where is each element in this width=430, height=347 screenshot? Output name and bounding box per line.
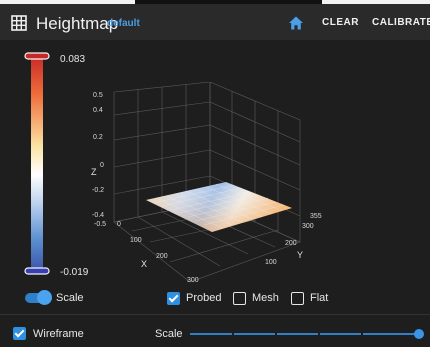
z-tick: -0.2 [92, 187, 104, 194]
colorbar-min-handle[interactable] [24, 267, 50, 275]
z-tick: -0.5 [94, 221, 106, 228]
scale-toggle-label: Scale [56, 292, 84, 304]
heightmap-3d-plot[interactable]: 0.5 0.4 0.2 0 -0.2 -0.4 -0.5 Z 0 100 200… [80, 82, 330, 292]
y-tick: 300 [302, 223, 314, 230]
y-axis-ticks: 355 300 200 100 [265, 213, 322, 266]
plot-grid [113, 82, 301, 283]
mesh-checkbox[interactable] [233, 292, 246, 305]
slider-tick [318, 332, 320, 336]
top-strip [0, 0, 430, 4]
profile-name[interactable]: default [107, 18, 140, 29]
wireframe-checkbox[interactable] [13, 327, 26, 340]
slider-tick [232, 332, 234, 336]
view-controls: Scale Probed Mesh Flat [0, 286, 430, 310]
x-tick: 300 [187, 277, 199, 284]
scale-slider-thumb[interactable] [414, 329, 424, 339]
wireframe-label: Wireframe [33, 328, 84, 340]
x-tick: 200 [156, 253, 168, 260]
scale-slider-track[interactable] [190, 333, 418, 335]
x-tick: 0 [117, 221, 121, 228]
calibrate-button[interactable]: CALIBRATE [372, 17, 430, 28]
slider-tick [361, 332, 363, 336]
x-axis-ticks: 0 100 200 300 [117, 221, 199, 284]
z-axis-label: Z [91, 167, 97, 177]
heightmap-surface [146, 182, 292, 232]
grid-icon [11, 15, 27, 31]
mesh-label: Mesh [252, 292, 279, 304]
y-axis-label: Y [297, 250, 303, 260]
divider [0, 314, 430, 315]
x-axis-label: X [141, 259, 147, 269]
render-options: Wireframe Scale [0, 315, 430, 347]
colorbar [31, 55, 43, 272]
y-tick: 355 [310, 213, 322, 220]
flat-checkbox[interactable] [291, 292, 304, 305]
colorbar-max-handle[interactable] [24, 52, 50, 60]
probed-label: Probed [186, 292, 222, 304]
y-tick: 200 [285, 240, 297, 247]
clear-button[interactable]: CLEAR [322, 17, 359, 28]
heightmap-panel: 0.083 -0.019 [0, 40, 430, 314]
z-tick: -0.4 [92, 212, 104, 219]
scale-slider-label: Scale [155, 328, 183, 340]
scale-toggle[interactable] [25, 290, 52, 305]
colorbar-max-label: 0.083 [60, 54, 86, 65]
colorbar-min-label: -0.019 [60, 267, 89, 278]
z-tick: 0.2 [93, 134, 103, 141]
toggle-knob [37, 290, 52, 305]
top-strip-segment-right [322, 0, 430, 4]
top-strip-segment-left [0, 0, 135, 4]
slider-tick [275, 332, 277, 336]
x-tick: 100 [130, 237, 142, 244]
z-tick: 0 [100, 162, 104, 169]
z-tick: 0.5 [93, 92, 103, 99]
probed-checkbox[interactable] [167, 292, 180, 305]
home-icon[interactable] [288, 15, 304, 31]
flat-label: Flat [310, 292, 329, 304]
y-tick: 100 [265, 259, 277, 266]
page-title: Heightmap [36, 14, 119, 33]
header-bar: Heightmap default CLEAR CALIBRATE [0, 4, 430, 40]
z-tick: 0.4 [93, 107, 103, 114]
z-axis-ticks: 0.5 0.4 0.2 0 -0.2 -0.4 -0.5 [92, 92, 106, 228]
